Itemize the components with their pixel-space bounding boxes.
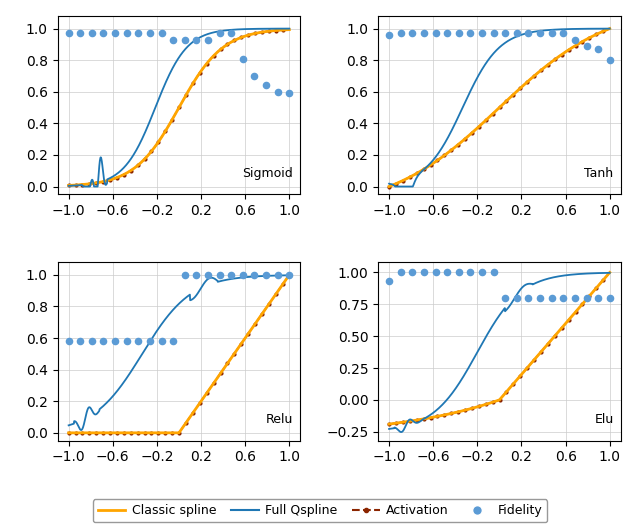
Point [442,268,452,277]
Point [524,29,534,38]
Point [581,294,591,302]
Point [203,36,213,44]
Point [180,271,190,279]
Point [180,36,190,44]
Point [273,271,283,279]
Text: Sigmoid: Sigmoid [243,167,293,180]
Point [237,54,248,63]
Point [512,29,522,38]
Point [512,294,522,302]
Point [605,294,615,302]
Point [547,29,557,38]
Point [547,294,557,302]
Point [226,29,236,38]
Point [214,29,225,38]
Point [535,29,545,38]
Point [168,337,179,346]
Point [75,337,85,346]
Point [191,271,202,279]
Point [122,29,132,38]
Point [535,294,545,302]
Point [226,271,236,279]
Point [419,29,429,38]
Point [465,29,476,38]
Legend: Classic spline, Full Qspline, Activation, Fidelity: Classic spline, Full Qspline, Activation… [93,499,547,522]
Point [396,29,406,38]
Point [593,45,604,53]
Point [250,72,260,80]
Point [99,337,109,346]
Point [605,56,615,64]
Point [500,29,510,38]
Point [122,337,132,346]
Point [419,268,429,277]
Point [75,29,85,38]
Point [524,294,534,302]
Point [110,337,120,346]
Point [407,268,417,277]
Point [87,337,97,346]
Point [156,29,166,38]
Point [581,42,591,50]
Point [237,271,248,279]
Point [63,29,74,38]
Point [396,268,406,277]
Point [488,29,499,38]
Point [465,268,476,277]
Point [261,81,271,90]
Point [284,271,294,279]
Point [133,29,143,38]
Point [273,88,283,96]
Point [558,294,568,302]
Point [442,29,452,38]
Point [570,294,580,302]
Point [63,337,74,346]
Point [593,294,604,302]
Point [203,271,213,279]
Point [570,36,580,44]
Point [384,277,394,286]
Point [145,29,155,38]
Point [133,337,143,346]
Point [500,294,510,302]
Text: Elu: Elu [595,414,614,426]
Point [284,89,294,98]
Point [145,337,155,346]
Point [168,36,179,44]
Point [214,271,225,279]
Text: Tanh: Tanh [584,167,614,180]
Text: Relu: Relu [266,414,293,426]
Point [156,337,166,346]
Point [99,29,109,38]
Point [431,29,441,38]
Point [477,29,487,38]
Point [191,36,202,44]
Point [110,29,120,38]
Point [454,29,464,38]
Point [250,271,260,279]
Point [431,268,441,277]
Point [488,268,499,277]
Point [261,271,271,279]
Point [87,29,97,38]
Point [558,29,568,38]
Point [477,268,487,277]
Point [384,31,394,39]
Point [407,29,417,38]
Point [454,268,464,277]
